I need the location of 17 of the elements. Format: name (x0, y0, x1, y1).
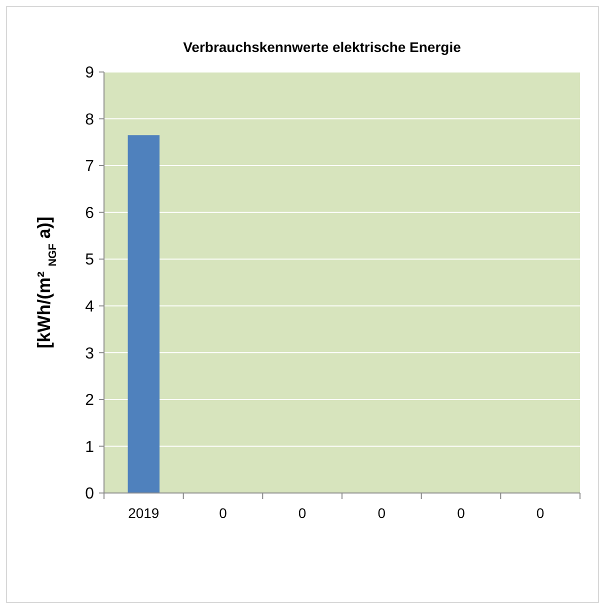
x-tick-label: 0 (457, 505, 466, 521)
y-tick-label: 2 (85, 392, 94, 410)
y-tick-label: 7 (85, 158, 94, 176)
y-tick-label: 3 (85, 345, 94, 362)
x-tick-label: 0 (298, 505, 306, 521)
y-tick-label: 1 (85, 438, 94, 456)
y-tick-label: 0 (85, 486, 94, 503)
y-tick-label: 5 (85, 252, 94, 269)
y-tick-label: 6 (85, 204, 94, 222)
x-tick-label: 0 (219, 505, 228, 521)
y-tick-label: 4 (85, 298, 94, 316)
y-tick-label: 8 (85, 111, 94, 128)
chart-title: Verbrauchskennwerte elektrische Energie (183, 39, 462, 55)
y-tick-label: 9 (85, 64, 94, 82)
x-tick-label: 2019 (128, 505, 160, 521)
x-tick-label: 0 (536, 505, 544, 521)
x-tick-label: 0 (378, 505, 386, 521)
